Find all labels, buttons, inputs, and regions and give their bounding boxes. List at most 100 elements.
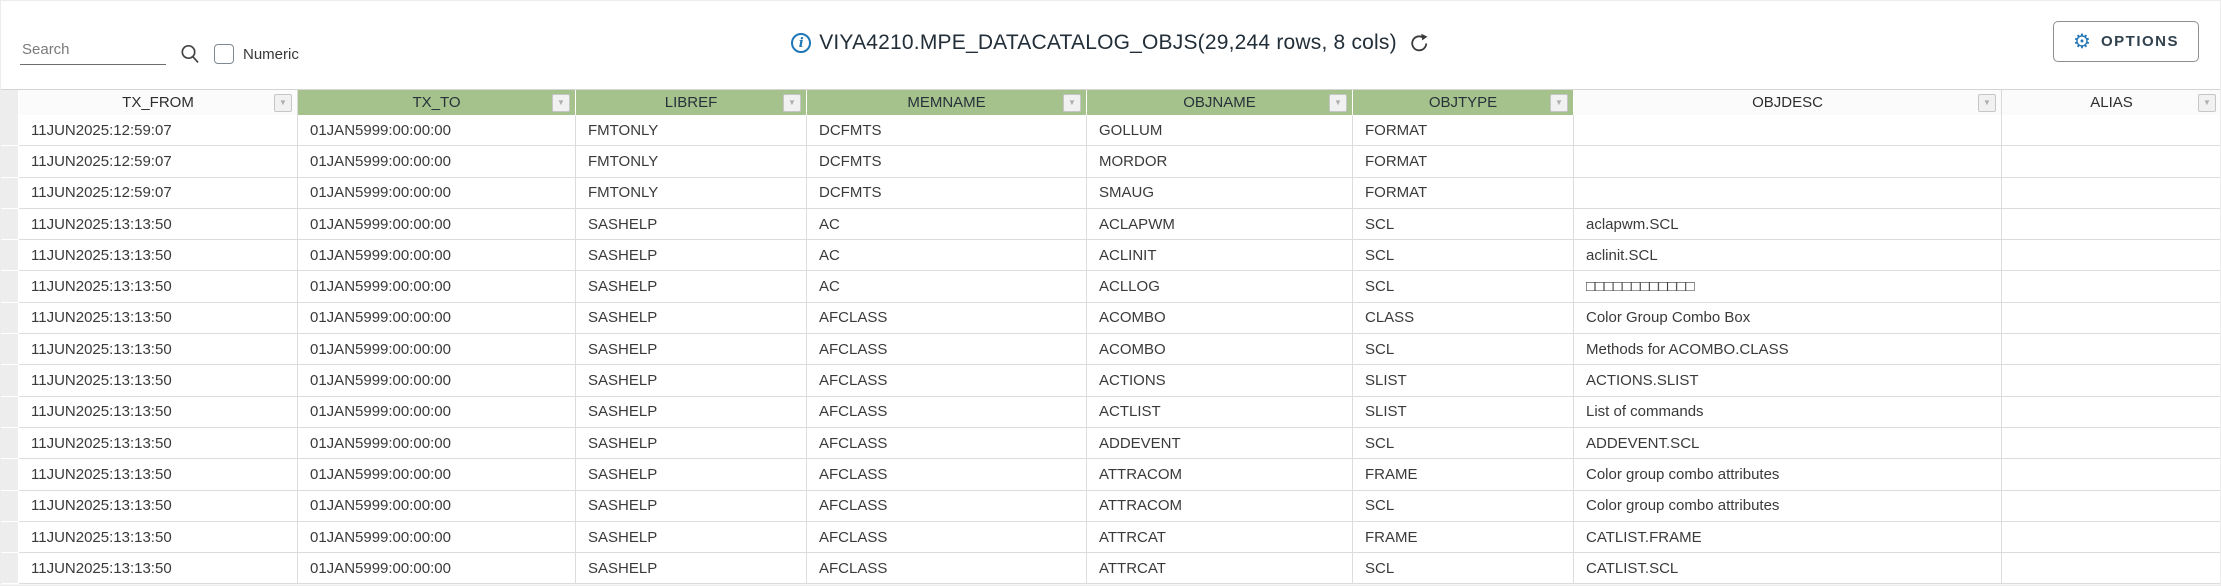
cell-tx_to[interactable]: 01JAN5999:00:00:00 [298,240,576,272]
cell-objdesc[interactable]: aclinit.SCL [1574,240,2002,272]
cell-tx_to[interactable]: 01JAN5999:00:00:00 [298,302,576,335]
cell-alias[interactable] [2002,459,2220,491]
cell-tx_from[interactable]: 11JUN2025:12:59:07 [19,146,298,178]
cell-tx_from[interactable]: 11JUN2025:13:13:50 [19,271,298,303]
row-header-cell[interactable] [1,240,19,272]
cell-objname[interactable]: ACOMBO [1087,302,1353,335]
cell-objname[interactable]: ACLLOG [1087,271,1353,303]
cell-libref[interactable]: SASHELP [576,459,807,491]
cell-objdesc[interactable]: CATLIST.SCL [1574,553,2002,585]
cell-memname[interactable]: AFCLASS [807,396,1087,428]
column-header-alias[interactable]: ALIAS ▼ [2002,90,2220,115]
cell-memname[interactable]: AFCLASS [807,334,1087,366]
cell-objdesc[interactable]: Color group combo attributes [1574,459,2002,491]
cell-objname[interactable]: GOLLUM [1087,115,1353,147]
refresh-icon[interactable] [1409,33,1430,54]
filter-dropdown-icon[interactable]: ▼ [1978,93,1996,112]
cell-alias[interactable] [2002,521,2220,554]
table-row[interactable]: 11JUN2025:13:13:50 01JAN5999:00:00:00 SASH… [1,365,2220,397]
cell-tx_from[interactable]: 11JUN2025:13:13:50 [19,427,298,460]
cell-memname[interactable]: AFCLASS [807,553,1087,585]
row-header-cell[interactable] [1,490,19,522]
cell-objdesc[interactable]: Methods for ACOMBO.CLASS [1574,334,2002,366]
cell-objtype[interactable]: SCL [1353,490,1574,522]
cell-libref[interactable]: SASHELP [576,271,807,303]
table-row[interactable]: 11JUN2025:13:13:50 01JAN5999:00:00:00 SASH… [1,334,2220,366]
cell-objdesc[interactable] [1574,177,2002,209]
cell-objtype[interactable]: FORMAT [1353,177,1574,209]
cell-objtype[interactable]: FRAME [1353,521,1574,554]
cell-memname[interactable]: AC [807,208,1087,241]
cell-objdesc[interactable]: CATLIST.FRAME [1574,521,2002,554]
cell-objdesc[interactable]: □□□□□□□□□□□□ [1574,271,2002,303]
cell-tx_to[interactable]: 01JAN5999:00:00:00 [298,146,576,178]
row-header-cell[interactable] [1,208,19,241]
cell-objdesc[interactable]: aclapwm.SCL [1574,208,2002,241]
cell-objdesc[interactable] [1574,115,2002,147]
table-row[interactable]: 11JUN2025:13:13:50 01JAN5999:00:00:00 SASH… [1,459,2220,491]
cell-alias[interactable] [2002,396,2220,428]
cell-tx_from[interactable]: 11JUN2025:13:13:50 [19,334,298,366]
numeric-checkbox[interactable] [214,44,234,64]
table-row[interactable]: 11JUN2025:13:13:50 01JAN5999:00:00:00 SASH… [1,240,2220,272]
cell-objname[interactable]: ATTRCAT [1087,553,1353,585]
cell-tx_to[interactable]: 01JAN5999:00:00:00 [298,208,576,241]
cell-libref[interactable]: SASHELP [576,427,807,460]
cell-libref[interactable]: FMTONLY [576,146,807,178]
column-header-objtype[interactable]: OBJTYPE ▼ [1353,90,1574,115]
cell-tx_to[interactable]: 01JAN5999:00:00:00 [298,553,576,585]
cell-libref[interactable]: SASHELP [576,521,807,554]
row-header-cell[interactable] [1,115,19,147]
table-row[interactable]: 11JUN2025:13:13:50 01JAN5999:00:00:00 SASH… [1,396,2220,428]
cell-memname[interactable]: AFCLASS [807,427,1087,460]
cell-objtype[interactable]: SCL [1353,334,1574,366]
cell-tx_to[interactable]: 01JAN5999:00:00:00 [298,334,576,366]
cell-tx_to[interactable]: 01JAN5999:00:00:00 [298,115,576,147]
cell-libref[interactable]: SASHELP [576,396,807,428]
cell-objtype[interactable]: FORMAT [1353,146,1574,178]
column-header-objdesc[interactable]: OBJDESC ▼ [1574,90,2002,115]
cell-tx_to[interactable]: 01JAN5999:00:00:00 [298,459,576,491]
table-row[interactable]: 11JUN2025:13:13:50 01JAN5999:00:00:00 SASH… [1,271,2220,303]
row-header-cell[interactable] [1,146,19,178]
cell-tx_from[interactable]: 11JUN2025:13:13:50 [19,490,298,522]
cell-objname[interactable]: ATTRACOM [1087,490,1353,522]
cell-alias[interactable] [2002,302,2220,335]
cell-alias[interactable] [2002,146,2220,178]
cell-objname[interactable]: ACLINIT [1087,240,1353,272]
cell-tx_from[interactable]: 11JUN2025:13:13:50 [19,365,298,397]
column-header-libref[interactable]: LIBREF ▼ [576,90,807,115]
cell-objname[interactable]: MORDOR [1087,146,1353,178]
cell-alias[interactable] [2002,240,2220,272]
cell-objname[interactable]: ACTIONS [1087,365,1353,397]
cell-libref[interactable]: SASHELP [576,365,807,397]
filter-dropdown-icon[interactable]: ▼ [274,93,292,112]
column-header-memname[interactable]: MEMNAME ▼ [807,90,1087,115]
row-header-cell[interactable] [1,427,19,460]
cell-tx_to[interactable]: 01JAN5999:00:00:00 [298,396,576,428]
column-header-tx_to[interactable]: TX_TO ▼ [298,90,576,115]
filter-dropdown-icon[interactable]: ▼ [783,93,801,112]
column-header-tx_from[interactable]: TX_FROM ▼ [19,90,298,115]
cell-objname[interactable]: ADDEVENT [1087,427,1353,460]
table-row[interactable]: 11JUN2025:13:13:50 01JAN5999:00:00:00 SASH… [1,521,2220,554]
cell-objname[interactable]: ATTRCAT [1087,521,1353,554]
cell-memname[interactable]: AFCLASS [807,490,1087,522]
cell-libref[interactable]: SASHELP [576,208,807,241]
filter-dropdown-icon[interactable]: ▼ [552,93,570,112]
search-icon[interactable] [179,43,201,65]
table-row[interactable]: 11JUN2025:12:59:07 01JAN5999:00:00:00 FMTO… [1,115,2220,147]
cell-tx_from[interactable]: 11JUN2025:13:13:50 [19,521,298,554]
cell-alias[interactable] [2002,490,2220,522]
filter-dropdown-icon[interactable]: ▼ [1063,93,1081,112]
cell-objname[interactable]: ACTLIST [1087,396,1353,428]
cell-alias[interactable] [2002,334,2220,366]
cell-objname[interactable]: ATTRACOM [1087,459,1353,491]
cell-alias[interactable] [2002,115,2220,147]
search-input[interactable] [20,37,166,65]
cell-objdesc[interactable]: Color group combo attributes [1574,490,2002,522]
cell-tx_to[interactable]: 01JAN5999:00:00:00 [298,490,576,522]
row-header-cell[interactable] [1,553,19,585]
cell-objtype[interactable]: FORMAT [1353,115,1574,147]
row-header-cell[interactable] [1,521,19,554]
